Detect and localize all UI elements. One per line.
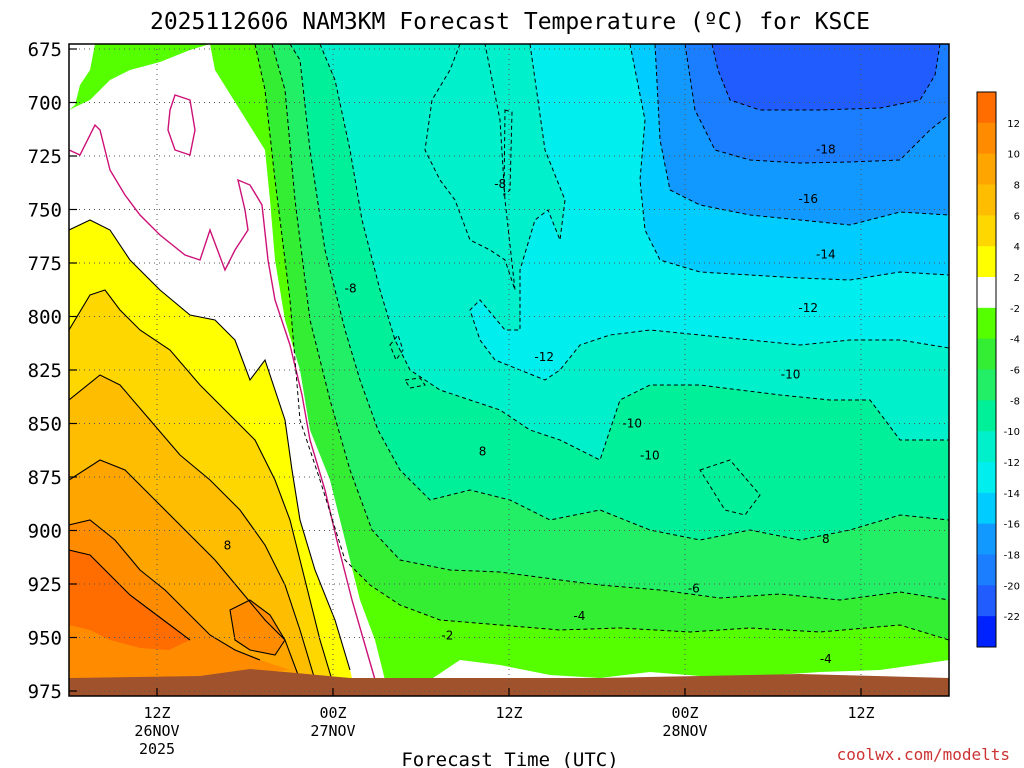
y-tick-label: 850 bbox=[28, 414, 62, 436]
y-tick-label: 725 bbox=[28, 146, 62, 168]
y-tick-label: 675 bbox=[28, 39, 62, 61]
contour-label: -4 bbox=[820, 652, 832, 666]
y-tick-label: 900 bbox=[28, 521, 62, 543]
colorbar-swatch bbox=[977, 585, 996, 617]
contour-label: -8 bbox=[494, 177, 506, 191]
colorbar-swatch bbox=[977, 369, 996, 401]
x-tick-label: 12Z bbox=[847, 704, 874, 722]
contour-label: -12 bbox=[798, 301, 818, 315]
y-tick-label: 875 bbox=[28, 467, 62, 489]
y-tick-label: 700 bbox=[28, 93, 62, 115]
contour-labels: -18 -16 -14 -12 -12 -10 -10 -10 -8 -8 8 8 8 -6 -4 -4 -2 bbox=[224, 143, 836, 666]
colorbar-swatch bbox=[977, 462, 996, 494]
x-tick-label: 27NOV bbox=[310, 722, 355, 740]
y-tick-label: 825 bbox=[28, 360, 62, 382]
contour-label: -4 bbox=[573, 609, 585, 623]
y-tick-label: 775 bbox=[28, 253, 62, 275]
colorbar-label: -12 bbox=[1004, 458, 1020, 469]
contour-label: -8 bbox=[345, 282, 357, 296]
x-tick-label: 00Z bbox=[671, 704, 698, 722]
colorbar-swatch bbox=[977, 554, 996, 586]
temperature-field: -18 -16 -14 -12 -12 -10 -10 -10 -8 -8 8 8 8 -6 -4 -4 -2 bbox=[69, 44, 949, 696]
colorbar-swatch bbox=[977, 338, 996, 370]
ground-surface bbox=[69, 669, 949, 696]
colorbar-swatch bbox=[977, 184, 996, 216]
colorbar-label: 12 bbox=[1007, 119, 1020, 130]
colorbar-label: 10 bbox=[1007, 150, 1020, 161]
colorbar-label: -22 bbox=[1004, 612, 1020, 623]
chart-title: 2025112606 NAM3KM Forecast Temperature (… bbox=[150, 9, 870, 35]
colorbar-swatch bbox=[977, 92, 996, 124]
contour-label: -2 bbox=[441, 628, 453, 642]
colorbar-label: -6 bbox=[1010, 366, 1020, 377]
contour-label: -12 bbox=[534, 350, 554, 364]
y-tick-label: 750 bbox=[28, 200, 62, 222]
colorbar-frame bbox=[976, 91, 997, 648]
colorbar-label: 2 bbox=[1014, 273, 1020, 284]
watermark: coolwx.com/modelts bbox=[837, 745, 1010, 764]
colorbar-label: -8 bbox=[1010, 396, 1020, 407]
contour-label: -6 bbox=[688, 581, 700, 595]
colorbar-swatch bbox=[977, 492, 996, 525]
contour-label: -16 bbox=[798, 192, 818, 206]
colorbar-swatch bbox=[977, 431, 996, 463]
colorbar-label: 4 bbox=[1014, 242, 1020, 253]
colorbar-label: 8 bbox=[1014, 181, 1020, 192]
cold-contours bbox=[254, 44, 949, 641]
y-tick-label: 925 bbox=[28, 574, 62, 596]
warm-contours bbox=[69, 219, 351, 691]
y-tick-label: 975 bbox=[28, 681, 62, 703]
colorbar-swatch bbox=[977, 523, 996, 555]
colorbar: 12 10 8 6 4 2 -2 -4 -6 -8 -10 -12 -14 -16 -18 -20 -22 bbox=[976, 91, 1020, 648]
x-axis-label: Forecast Time (UTC) bbox=[401, 749, 618, 768]
contour-label: 8 bbox=[822, 532, 830, 546]
colorbar-swatch bbox=[977, 215, 996, 247]
colorbar-label: -18 bbox=[1004, 551, 1020, 562]
colorbar-label: -4 bbox=[1010, 335, 1020, 346]
contour-label: 8 bbox=[224, 538, 232, 552]
y-tick-label: 950 bbox=[28, 628, 62, 650]
x-tick-label: 12Z bbox=[143, 704, 170, 722]
colorbar-swatch bbox=[977, 122, 996, 155]
x-tick-label: 26NOV bbox=[134, 722, 179, 740]
freezing-loop bbox=[167, 94, 196, 156]
contour-label: -10 bbox=[781, 367, 801, 381]
x-tick-label: 2025 bbox=[139, 740, 175, 758]
x-tick-label: 00Z bbox=[319, 704, 346, 722]
freezing-line bbox=[69, 123, 379, 691]
y-axis: 675 700 725 750 775 800 825 850 875 900 925 950 975 bbox=[28, 39, 77, 703]
x-tick-label: 12Z bbox=[495, 704, 522, 722]
contour-label: -14 bbox=[816, 247, 836, 261]
contour-label: -18 bbox=[816, 143, 836, 157]
colorbar-swatch bbox=[977, 277, 996, 309]
band-10-to-12-patch bbox=[230, 600, 285, 655]
band-minus-20-to-minus-22 bbox=[712, 44, 940, 110]
colorbar-label: -10 bbox=[1004, 427, 1020, 438]
colorbar-label: -2 bbox=[1010, 304, 1020, 315]
colorbar-label: 6 bbox=[1014, 211, 1020, 222]
colorbar-label: -14 bbox=[1004, 489, 1020, 500]
colorbar-label: -20 bbox=[1004, 581, 1020, 592]
contour-label: -10 bbox=[622, 417, 642, 431]
x-tick-label: 28NOV bbox=[662, 722, 707, 740]
grid-lines bbox=[69, 44, 949, 696]
colorbar-swatch bbox=[977, 246, 996, 278]
colorbar-swatch bbox=[977, 400, 996, 432]
colorbar-swatch bbox=[977, 616, 996, 648]
colorbar-swatch bbox=[977, 307, 996, 340]
colorbar-label: -16 bbox=[1004, 520, 1020, 531]
colorbar-swatch bbox=[977, 153, 996, 185]
contour-label: -10 bbox=[640, 449, 660, 463]
band-12-to-14 bbox=[69, 550, 190, 650]
y-tick-label: 800 bbox=[28, 307, 62, 329]
contour-label: 8 bbox=[479, 444, 487, 458]
